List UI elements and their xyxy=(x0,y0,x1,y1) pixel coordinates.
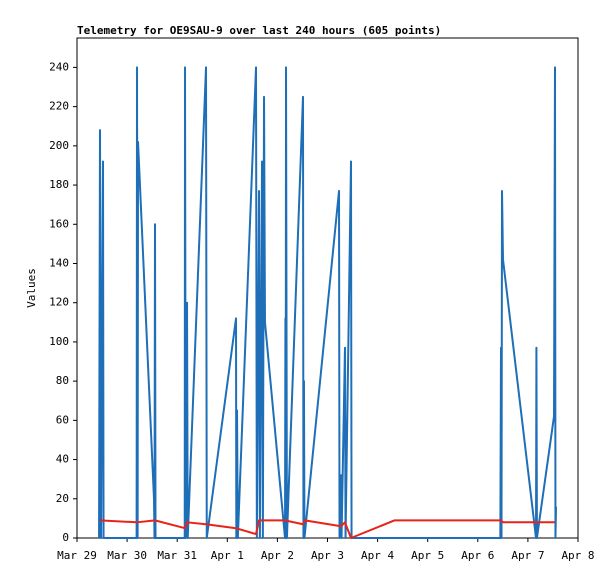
x-tick-label: Apr 5 xyxy=(411,549,444,562)
chart-title: Telemetry for OE9SAU-9 over last 240 hou… xyxy=(77,24,441,37)
x-tick-label: Apr 3 xyxy=(311,549,344,562)
y-tick-label: 40 xyxy=(56,453,69,466)
x-tick-label: Mar 30 xyxy=(107,549,147,562)
y-axis-label: Values xyxy=(25,268,38,308)
y-tick-label: 140 xyxy=(49,256,69,269)
x-tick-label: Apr 6 xyxy=(461,549,494,562)
y-tick-label: 180 xyxy=(49,178,69,191)
x-tick-label: Apr 4 xyxy=(361,549,394,562)
y-tick-label: 200 xyxy=(49,139,69,152)
y-tick-label: 160 xyxy=(49,217,69,230)
y-tick-label: 220 xyxy=(49,100,69,113)
y-tick-label: 120 xyxy=(49,296,69,309)
y-tick-label: 60 xyxy=(56,413,69,426)
x-tick-label: Apr 2 xyxy=(261,549,294,562)
x-tick-label: Apr 1 xyxy=(211,549,244,562)
y-tick-label: 20 xyxy=(56,492,69,505)
x-tick-label: Apr 7 xyxy=(511,549,544,562)
y-tick-label: 80 xyxy=(56,374,69,387)
data-line xyxy=(98,66,558,539)
x-tick-label: Mar 31 xyxy=(157,549,197,562)
data-line xyxy=(99,519,555,539)
x-tick-label: Mar 29 xyxy=(57,549,97,562)
x-tick-label: Apr 8 xyxy=(561,549,594,562)
y-tick-label: 240 xyxy=(49,60,69,73)
y-tick-label: 100 xyxy=(49,335,69,348)
y-tick-label: 0 xyxy=(62,531,69,544)
